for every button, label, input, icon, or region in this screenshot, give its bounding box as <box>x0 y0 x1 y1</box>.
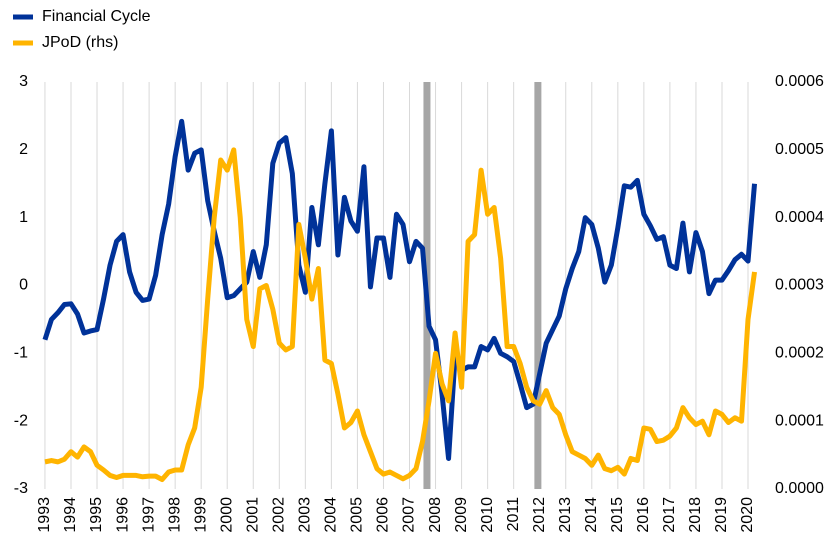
y-tick-label: 2 <box>19 141 28 158</box>
x-tick-label: 2004 <box>323 497 340 533</box>
y-tick-label: -1 <box>14 345 28 362</box>
x-tick-label: 2010 <box>479 497 496 533</box>
y-tick-label: 0 <box>19 277 28 294</box>
series-line <box>42 118 758 461</box>
x-tick-label: 2019 <box>713 497 730 533</box>
legend-label: Financial Cycle <box>42 8 151 25</box>
y2-tick-label: 0.0005 <box>775 141 824 158</box>
x-tick-label: 2007 <box>401 497 418 533</box>
y2-tick-label: 0.0003 <box>775 277 824 294</box>
x-tick-label: 2000 <box>218 497 235 533</box>
x-tick-label: 2005 <box>349 497 366 533</box>
x-tick-label: 2001 <box>244 497 261 533</box>
legend-label: JPoD (rhs) <box>42 34 118 51</box>
y-tick-label: -2 <box>14 412 28 429</box>
x-tick-label: 1996 <box>114 497 131 533</box>
x-tick-label: 2009 <box>453 497 470 533</box>
y2-tick-label: 0.0006 <box>775 73 824 90</box>
y-tick-label: -3 <box>14 480 28 497</box>
x-tick-label: 2020 <box>739 497 756 533</box>
x-tick-label: 2008 <box>427 497 444 533</box>
x-tick-label: 2002 <box>271 497 288 533</box>
x-tick-label: 1997 <box>140 497 157 533</box>
x-tick-label: 1994 <box>62 497 79 533</box>
x-tick-label: 2015 <box>609 497 626 533</box>
series-line <box>44 147 758 482</box>
x-tick-label: 2016 <box>635 497 652 533</box>
y-tick-label: 1 <box>19 209 28 226</box>
x-tick-label: 2018 <box>687 497 704 533</box>
y2-tick-label: 0.0000 <box>775 480 824 497</box>
x-tick-label: 2014 <box>583 497 600 533</box>
x-tick-label: 2013 <box>557 497 574 533</box>
x-tick-label: 2006 <box>375 497 392 533</box>
x-tick-label: 2017 <box>661 497 678 533</box>
x-tick-label: 2003 <box>297 497 314 533</box>
y2-tick-label: 0.0004 <box>775 209 824 226</box>
x-tick-label: 2011 <box>505 497 522 532</box>
x-tick-label: 1998 <box>166 497 183 533</box>
y2-tick-label: 0.0002 <box>775 345 824 362</box>
x-tick-label: 1993 <box>36 497 53 533</box>
x-tick-label: 1995 <box>88 497 105 533</box>
x-tick-label: 1999 <box>192 497 209 533</box>
y2-tick-label: 0.0001 <box>775 412 824 429</box>
x-tick-label: 2012 <box>531 497 548 533</box>
y-tick-label: 3 <box>19 73 28 90</box>
event-bar <box>534 82 542 489</box>
